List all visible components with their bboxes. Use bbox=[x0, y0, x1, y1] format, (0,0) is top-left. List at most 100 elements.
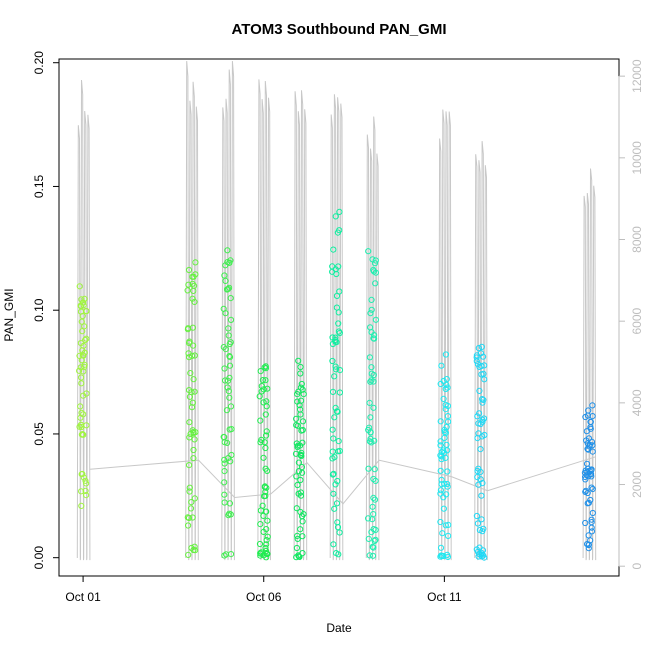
data-point bbox=[478, 343, 485, 350]
data-point bbox=[336, 389, 343, 396]
data-point bbox=[226, 510, 233, 517]
data-point bbox=[299, 469, 306, 476]
data-point bbox=[293, 544, 300, 552]
data-point bbox=[264, 385, 271, 392]
data-point bbox=[260, 528, 267, 536]
data-point bbox=[334, 519, 341, 526]
data-point bbox=[583, 460, 591, 467]
data-point bbox=[582, 487, 590, 494]
data-point bbox=[438, 456, 445, 463]
data-point bbox=[81, 363, 88, 370]
data-point bbox=[297, 526, 304, 533]
data-point bbox=[367, 310, 374, 317]
data-point bbox=[77, 414, 84, 421]
data-point bbox=[331, 505, 338, 512]
data-point bbox=[444, 480, 451, 488]
data-point bbox=[329, 388, 337, 395]
data-point bbox=[475, 420, 482, 427]
y2-tick-label: 10000 bbox=[630, 141, 644, 175]
data-point bbox=[335, 438, 342, 445]
data-point bbox=[367, 378, 374, 385]
data-point bbox=[333, 304, 340, 311]
data-point bbox=[298, 449, 305, 456]
data-point bbox=[437, 467, 444, 474]
data-point bbox=[225, 455, 232, 462]
chart-title: ATOM3 Southbound PAN_GMI bbox=[232, 21, 447, 38]
data-point bbox=[299, 518, 306, 525]
data-point bbox=[228, 451, 235, 459]
data-point bbox=[480, 415, 488, 422]
data-point bbox=[437, 553, 444, 560]
data-point bbox=[329, 426, 336, 433]
data-point bbox=[588, 438, 596, 445]
data-point bbox=[190, 376, 197, 383]
data-point bbox=[263, 508, 270, 515]
data-point bbox=[336, 208, 343, 215]
data-point bbox=[437, 442, 444, 449]
data-point bbox=[190, 446, 197, 454]
data-point bbox=[439, 530, 446, 537]
data-point bbox=[440, 505, 447, 512]
data-point bbox=[256, 540, 264, 548]
altitude-trace bbox=[185, 61, 199, 561]
data-point bbox=[186, 354, 193, 361]
data-point bbox=[188, 404, 196, 411]
data-point bbox=[295, 468, 302, 475]
data-point bbox=[78, 318, 85, 325]
data-point bbox=[589, 485, 596, 493]
data-point bbox=[189, 295, 196, 302]
data-point bbox=[187, 370, 194, 377]
y2-tick-label: 8000 bbox=[630, 226, 644, 253]
data-point bbox=[443, 376, 450, 383]
data-point bbox=[441, 428, 448, 436]
data-point bbox=[297, 489, 304, 496]
data-point bbox=[225, 388, 232, 395]
data-point bbox=[330, 490, 337, 497]
data-point bbox=[76, 367, 83, 374]
data-point bbox=[76, 283, 83, 290]
data-point bbox=[258, 436, 265, 443]
data-point bbox=[83, 335, 90, 342]
data-point bbox=[263, 547, 270, 555]
data-point bbox=[220, 305, 227, 312]
axes-layer: Oct 01 Oct 06 Oct 11 0.00 0.05 0.10 0.15 0.20 0 2… bbox=[32, 51, 644, 604]
data-point bbox=[186, 462, 193, 469]
altitude-trace bbox=[221, 61, 235, 561]
data-point bbox=[440, 552, 447, 560]
data-point bbox=[297, 370, 304, 377]
altitude-trace bbox=[365, 116, 380, 561]
data-point bbox=[297, 363, 304, 371]
data-point bbox=[262, 465, 269, 472]
data-point bbox=[189, 273, 196, 280]
data-point bbox=[588, 516, 595, 523]
data-point bbox=[367, 429, 374, 436]
data-point bbox=[370, 510, 377, 518]
data-point bbox=[481, 431, 488, 439]
data-point bbox=[369, 543, 376, 550]
data-point bbox=[79, 470, 86, 478]
data-point bbox=[589, 509, 596, 517]
data-point bbox=[78, 502, 85, 509]
data-point bbox=[257, 368, 264, 375]
data-point bbox=[293, 554, 300, 561]
data-point bbox=[186, 393, 193, 400]
data-point bbox=[331, 373, 338, 380]
y2-tick-label: 2000 bbox=[630, 471, 644, 498]
x-axis-label: Date bbox=[326, 621, 352, 635]
data-point bbox=[186, 339, 193, 347]
data-point bbox=[295, 459, 302, 466]
data-point bbox=[191, 543, 198, 550]
data-point bbox=[336, 367, 344, 374]
data-point bbox=[81, 295, 88, 302]
data-point bbox=[329, 334, 336, 341]
data-point bbox=[262, 363, 269, 370]
data-point bbox=[366, 552, 373, 559]
data-point bbox=[82, 477, 89, 484]
data-point bbox=[333, 270, 340, 278]
data-point bbox=[371, 335, 378, 342]
data-point bbox=[437, 438, 444, 445]
data-point bbox=[371, 537, 378, 545]
y2-tick-label: 4000 bbox=[630, 389, 644, 416]
data-point bbox=[445, 532, 452, 540]
